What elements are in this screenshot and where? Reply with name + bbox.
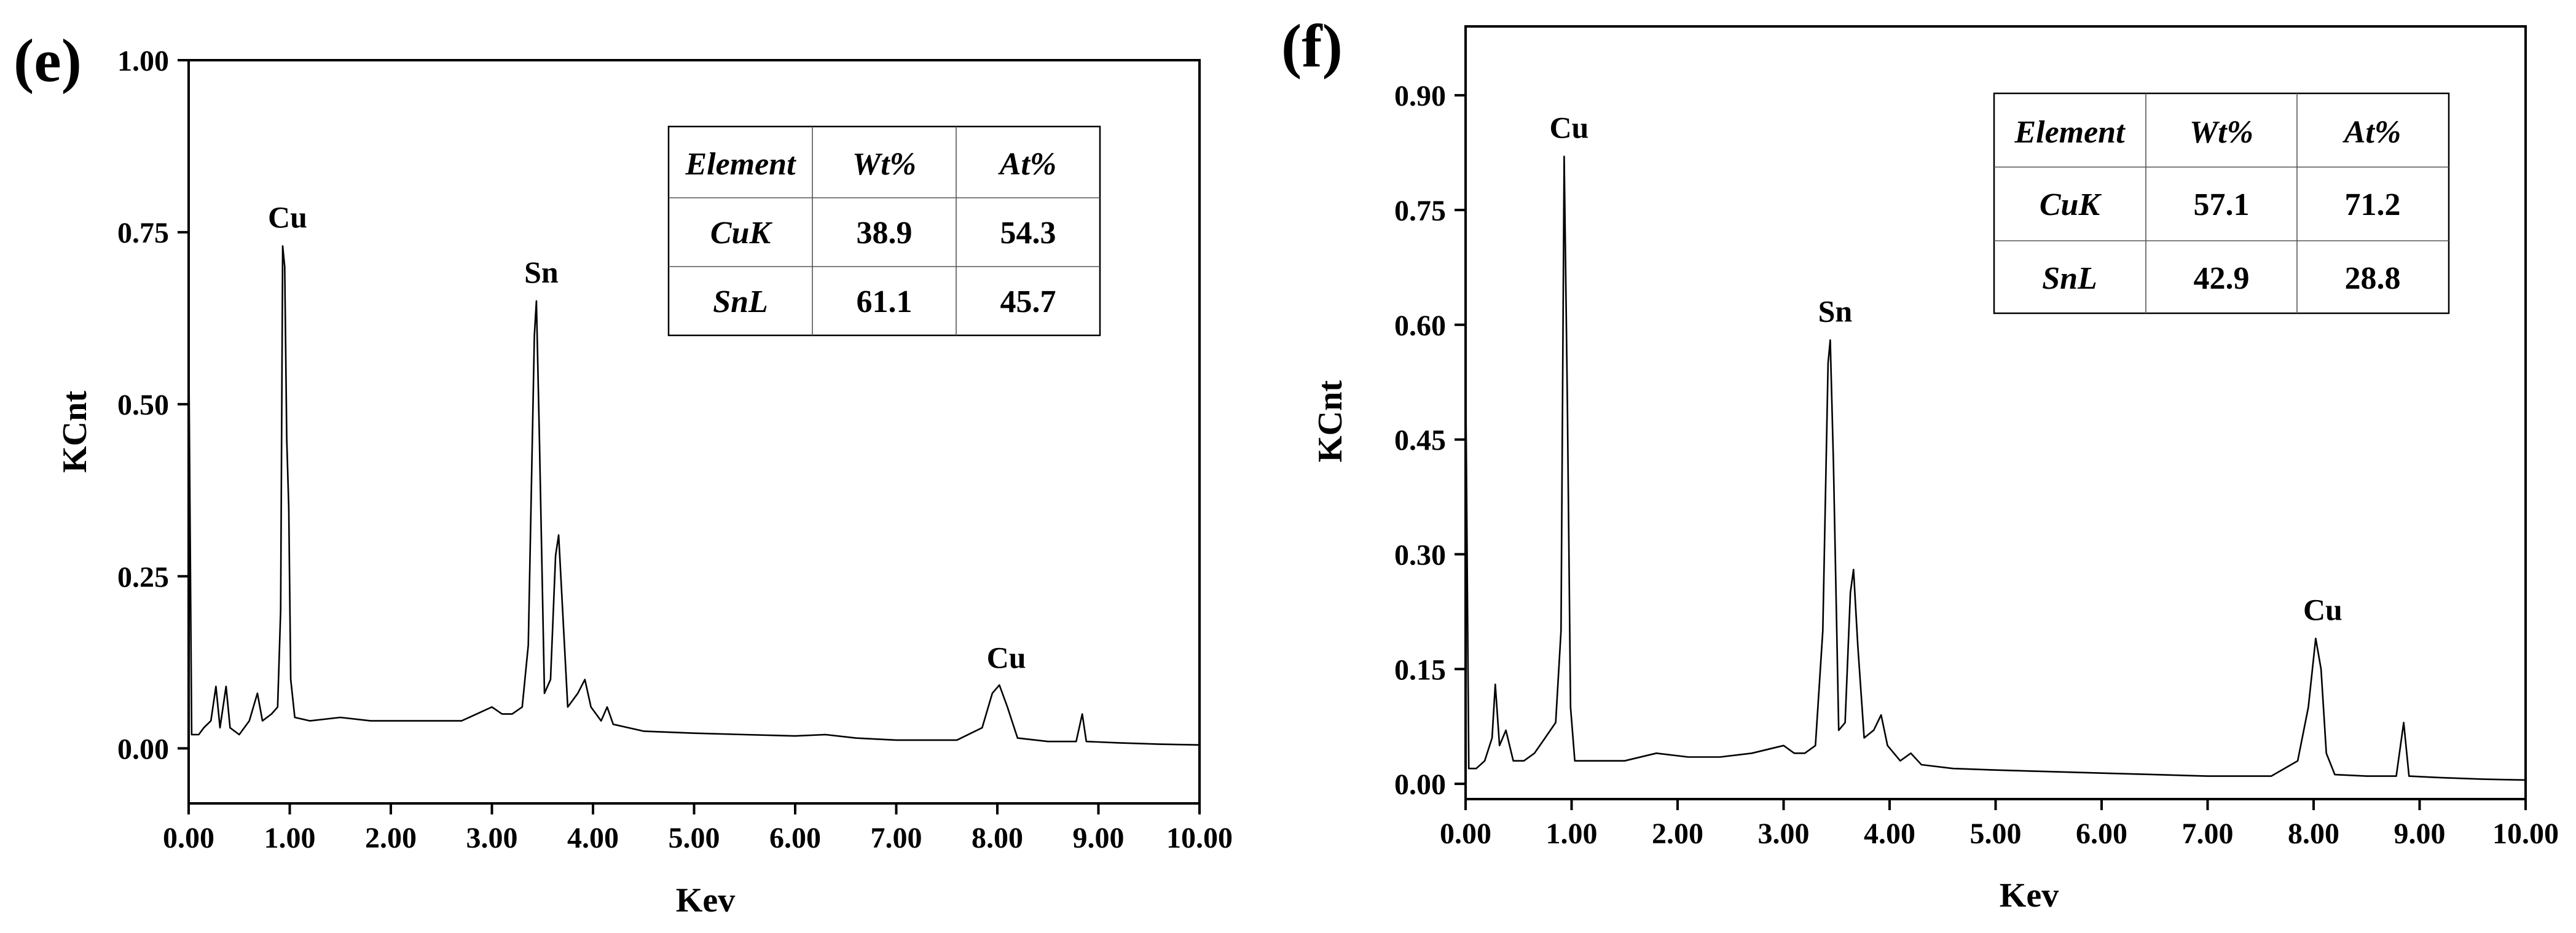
table-cell-element: CuK	[710, 216, 773, 251]
table-cell-wt: 38.9	[857, 216, 913, 251]
peak-label: Sn	[524, 255, 559, 289]
x-axis-ticks-f: 0.00 1.00 2.00 3.00 4.00 5.00 6.00 7.00 8.00 9.00…	[1440, 799, 2559, 850]
table-header-at: At%	[998, 147, 1056, 182]
x-axis-title-f: Kev	[2000, 876, 2059, 915]
panel-label-f: (f)	[1281, 12, 1343, 80]
x-tick-label: 7.00	[2182, 818, 2234, 850]
panel-label-e: (e)	[14, 26, 82, 95]
x-tick-label: 8.00	[972, 822, 1023, 854]
y-tick-label: 0.00	[1394, 768, 1446, 801]
table-cell-element: SnL	[2042, 261, 2097, 296]
table-border-e	[667, 125, 1101, 337]
spectrum-layer-e	[187, 245, 1200, 746]
y-axis-ticks-e: 0.00 0.25 0.50 0.75 1.00	[117, 45, 189, 765]
table-border-f	[1993, 92, 2450, 314]
x-tick-label: 3.00	[1758, 818, 1810, 850]
table-cell-at: 71.2	[2345, 187, 2401, 222]
y-tick-label: 0.50	[117, 389, 169, 421]
x-tick-label: 3.00	[466, 822, 518, 854]
table-cell-element: CuK	[2040, 187, 2102, 222]
y-axis-title-f: KCnt	[1311, 380, 1349, 463]
x-axis-title-e: Kev	[676, 881, 735, 919]
spectrum-line-f	[1464, 155, 2526, 781]
table-cell-wt: 42.9	[2194, 261, 2250, 296]
x-tick-label: 9.00	[1073, 822, 1125, 854]
spectrum-line-e	[187, 245, 1200, 746]
x-tick-label: 6.00	[769, 822, 821, 854]
x-tick-label: 4.00	[1864, 818, 1915, 850]
x-tick-label: 5.00	[1970, 818, 2022, 850]
y-tick-label: 0.75	[1394, 195, 1446, 227]
table-cell-at: 28.8	[2345, 261, 2401, 296]
peak-label: Cu	[2303, 592, 2342, 627]
x-tick-label: 2.00	[1652, 818, 1703, 850]
x-tick-label: 2.00	[365, 822, 417, 854]
x-tick-label: 10.00	[2492, 818, 2559, 850]
x-tick-label: 0.00	[163, 822, 214, 854]
y-tick-label: 0.60	[1394, 310, 1446, 342]
x-tick-label: 8.00	[2288, 818, 2339, 850]
eds-chart-f: (f) 0.00 1.00 2.00 3.00 4.00 5.00 6.00 7.00 8.00…	[1281, 12, 2559, 915]
y-tick-label: 0.75	[117, 217, 169, 249]
y-tick-label: 0.25	[117, 561, 169, 593]
table-header-element: Element	[685, 147, 796, 182]
y-tick-label: 0.45	[1394, 424, 1446, 457]
x-tick-label: 5.00	[669, 822, 720, 854]
x-tick-label: 0.00	[1440, 818, 1491, 850]
table-cell-at: 54.3	[1000, 216, 1056, 251]
peak-label: Cu	[268, 200, 307, 235]
x-tick-label: 6.00	[2076, 818, 2127, 850]
peak-labels-e: Cu Sn Cu	[268, 200, 1026, 675]
table-header-wt: Wt%	[2189, 115, 2253, 150]
y-tick-label: 0.30	[1394, 539, 1446, 571]
x-tick-label: 7.00	[871, 822, 922, 854]
table-cell-at: 45.7	[1000, 284, 1056, 319]
table-header-element: Element	[2014, 115, 2126, 150]
peak-label: Cu	[1549, 111, 1588, 145]
y-axis-ticks-f: 0.00 0.15 0.30 0.45 0.60 0.75 0.90	[1394, 80, 1466, 801]
x-tick-label: 1.00	[264, 822, 316, 854]
table-header-wt: Wt%	[852, 147, 916, 182]
x-axis-ticks-e: 0.00 1.00 2.00 3.00 4.00 5.00 6.00 7.00 8.00 9.00…	[163, 803, 1233, 854]
peak-labels-f: Cu Sn Cu	[1549, 111, 2342, 627]
y-tick-label: 0.90	[1394, 80, 1446, 112]
table-cell-wt: 61.1	[857, 284, 913, 319]
x-tick-label: 4.00	[567, 822, 619, 854]
eds-chart-e: (e) 0.00 1.00 2.00 3.00 4.00 5.00 6.00 7.00 8.00…	[14, 26, 1233, 919]
spectrum-layer-f	[1464, 155, 2526, 781]
x-tick-label: 1.00	[1546, 818, 1598, 850]
composition-table-f: Element Wt% At% CuK 57.1 71.2 SnL 42.9 2…	[1993, 92, 2450, 314]
y-tick-label: 0.15	[1394, 654, 1446, 686]
y-tick-label: 1.00	[117, 45, 169, 77]
table-header-at: At%	[2342, 115, 2401, 150]
table-cell-element: SnL	[713, 284, 768, 319]
peak-label: Cu	[987, 641, 1026, 675]
y-axis-title-e: KCnt	[56, 391, 94, 473]
composition-table-e: Element Wt% At% CuK 38.9 54.3 SnL 61.1 4…	[667, 125, 1101, 337]
x-tick-label: 9.00	[2394, 818, 2446, 850]
table-cell-wt: 57.1	[2194, 187, 2250, 222]
x-tick-label: 10.00	[1166, 822, 1233, 854]
y-tick-label: 0.00	[117, 733, 169, 765]
peak-label: Sn	[1818, 294, 1853, 329]
